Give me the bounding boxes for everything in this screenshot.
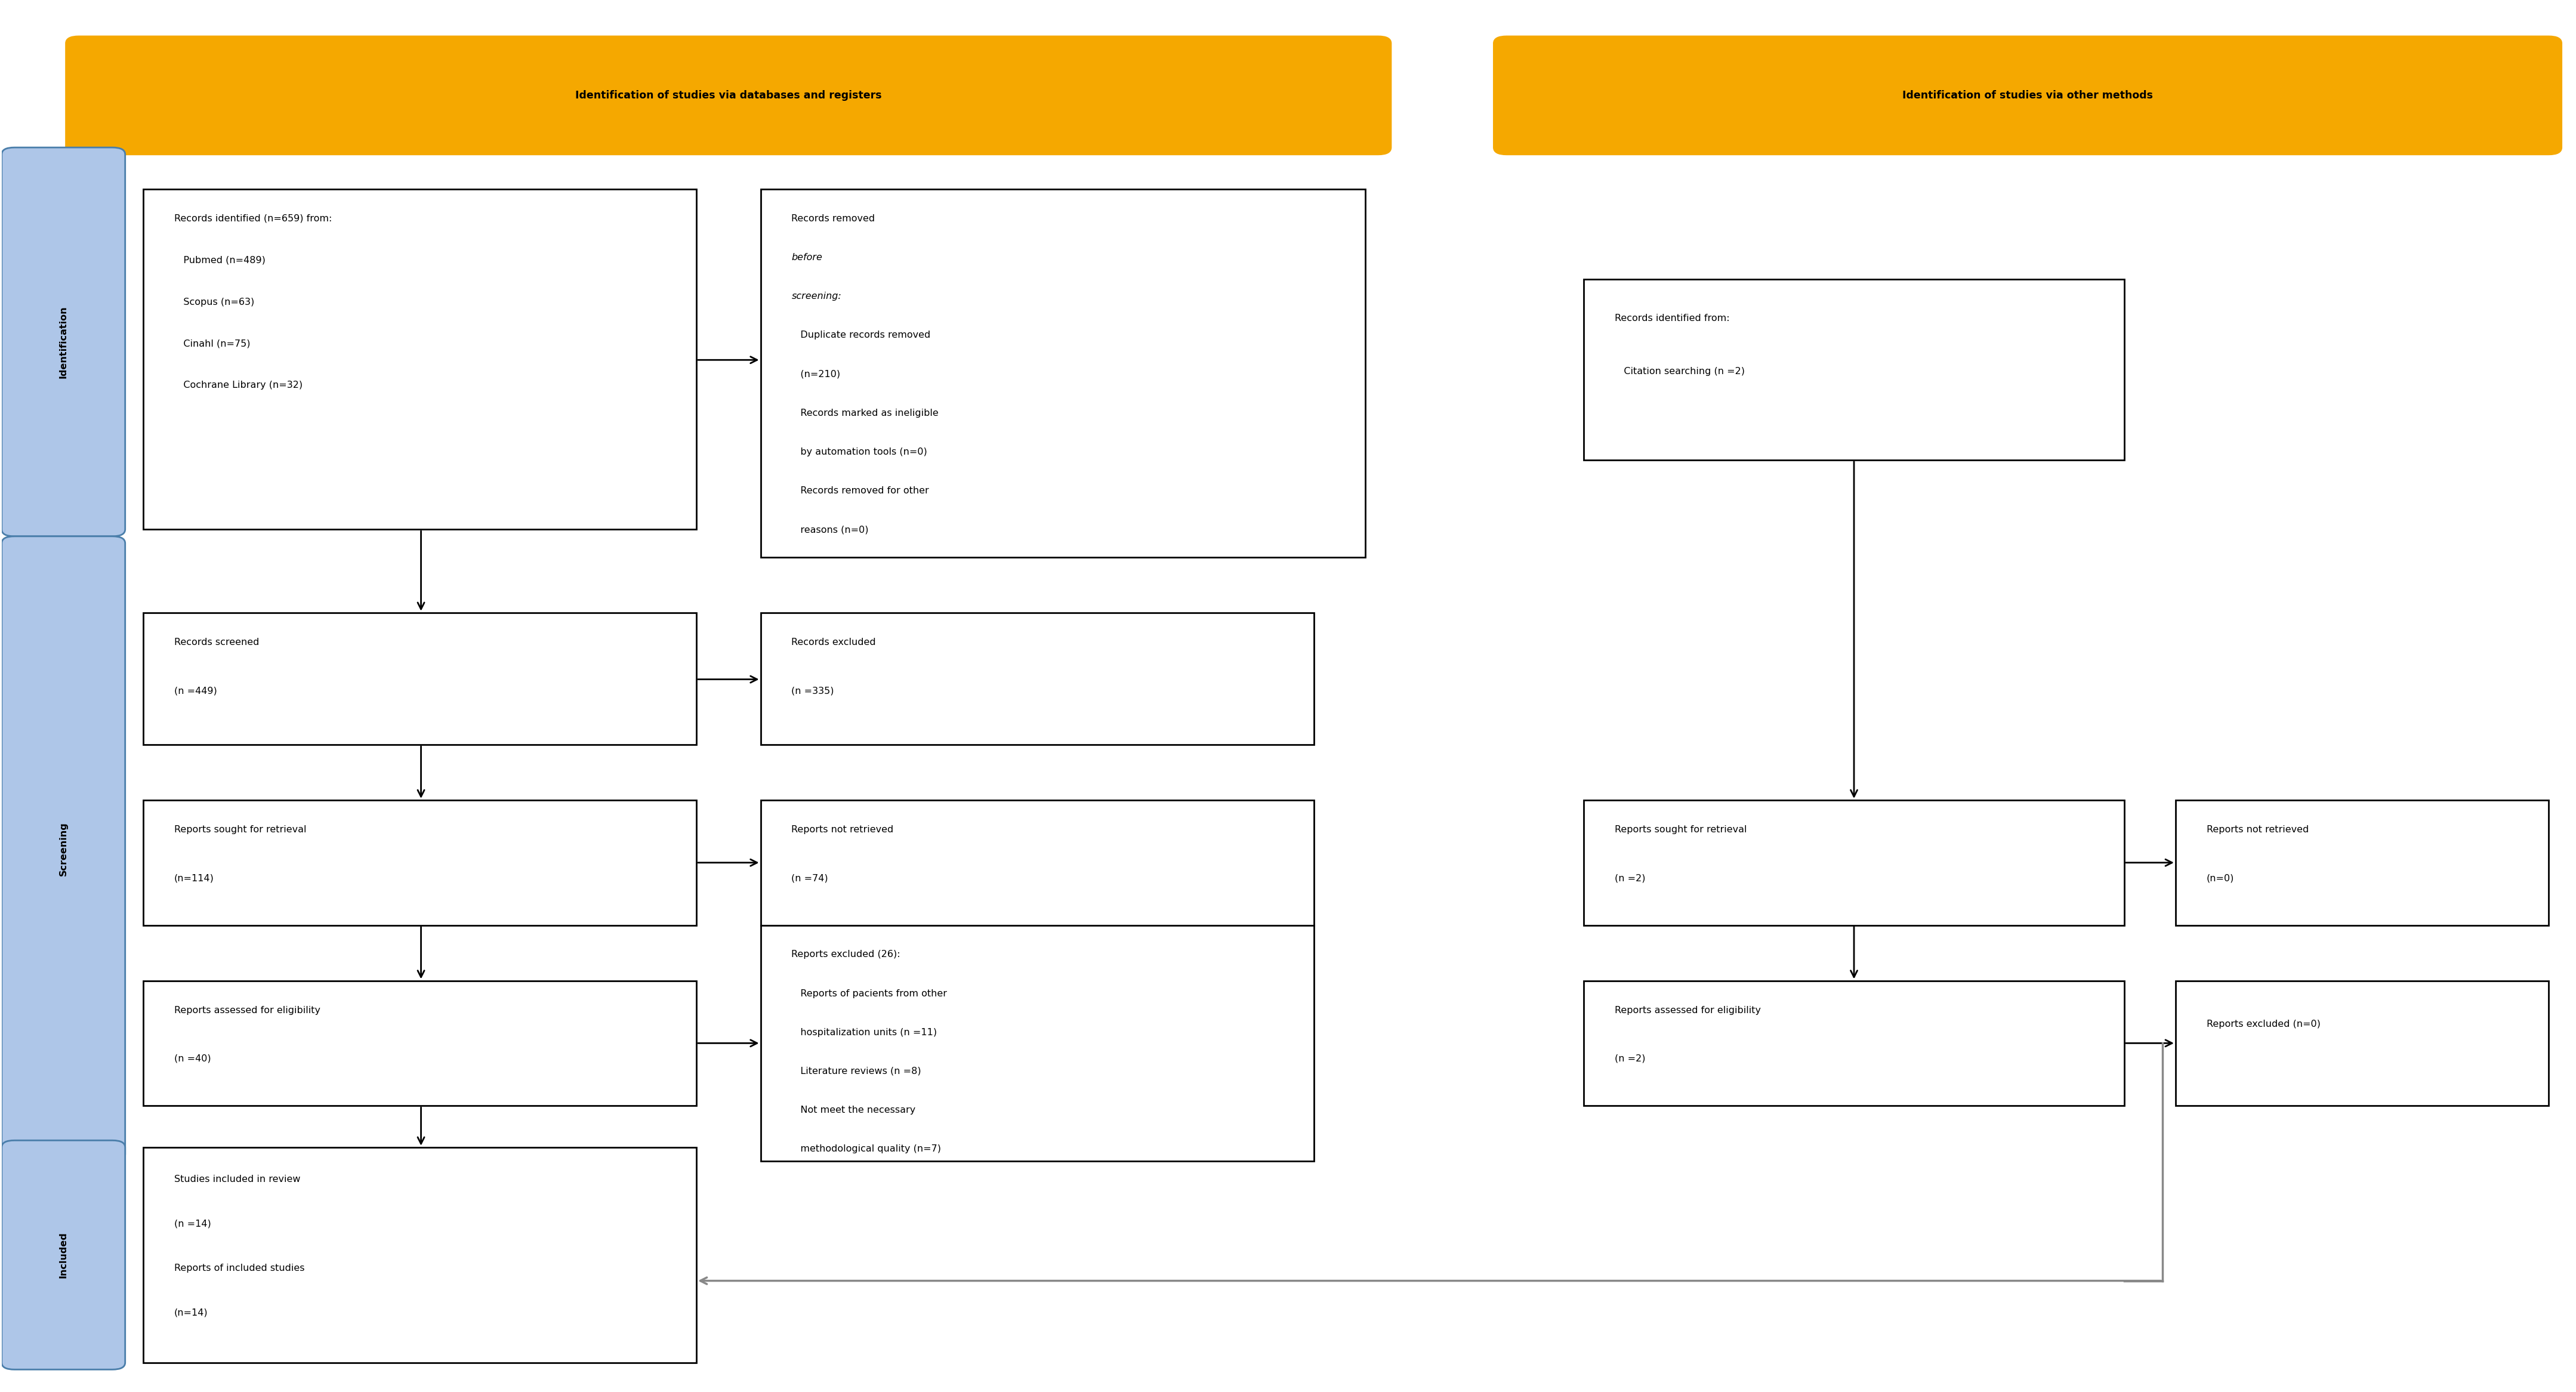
Text: Not meet the necessary: Not meet the necessary <box>791 1105 914 1115</box>
Text: Reports assessed for eligibility: Reports assessed for eligibility <box>1615 1005 1762 1015</box>
Text: (n=14): (n=14) <box>175 1308 209 1317</box>
Text: Included: Included <box>59 1232 67 1278</box>
Text: (n =74): (n =74) <box>791 874 829 883</box>
FancyBboxPatch shape <box>3 1140 126 1370</box>
Text: Identification: Identification <box>59 306 67 379</box>
Text: before: before <box>791 253 822 262</box>
Text: (n =449): (n =449) <box>175 686 216 695</box>
Text: Duplicate records removed: Duplicate records removed <box>791 331 930 340</box>
FancyBboxPatch shape <box>1494 36 2561 155</box>
Text: screening:: screening: <box>791 292 842 301</box>
FancyBboxPatch shape <box>144 189 696 529</box>
FancyBboxPatch shape <box>67 36 1391 155</box>
FancyBboxPatch shape <box>144 1147 696 1363</box>
Text: Cinahl (n=75): Cinahl (n=75) <box>175 340 250 348</box>
Text: Records identified (n=659) from:: Records identified (n=659) from: <box>175 214 332 223</box>
FancyBboxPatch shape <box>760 926 1314 1161</box>
FancyBboxPatch shape <box>2177 800 2548 926</box>
Text: (n =2): (n =2) <box>1615 1054 1646 1063</box>
FancyBboxPatch shape <box>1584 981 2125 1105</box>
Text: Records removed: Records removed <box>791 214 878 223</box>
FancyBboxPatch shape <box>760 189 1365 557</box>
Text: Reports assessed for eligibility: Reports assessed for eligibility <box>175 1005 319 1015</box>
FancyBboxPatch shape <box>2177 981 2548 1105</box>
FancyBboxPatch shape <box>760 612 1314 745</box>
Text: Identification of studies via databases and registers: Identification of studies via databases … <box>574 90 881 100</box>
Text: Reports sought for retrieval: Reports sought for retrieval <box>175 825 307 834</box>
Text: Reports excluded (26):: Reports excluded (26): <box>791 951 902 959</box>
Text: (n =14): (n =14) <box>175 1219 211 1229</box>
Text: Scopus (n=63): Scopus (n=63) <box>175 298 255 306</box>
Text: Screening: Screening <box>59 821 67 876</box>
FancyBboxPatch shape <box>144 612 696 745</box>
FancyBboxPatch shape <box>1584 800 2125 926</box>
Text: (n=210): (n=210) <box>791 370 840 379</box>
Text: Records marked as ineligible: Records marked as ineligible <box>791 408 938 418</box>
Text: methodological quality (n=7): methodological quality (n=7) <box>791 1144 940 1154</box>
Text: Records excluded: Records excluded <box>791 638 876 647</box>
Text: (n =40): (n =40) <box>175 1054 211 1063</box>
Text: reasons (n=0): reasons (n=0) <box>791 525 868 535</box>
Text: hospitalization units (n =11): hospitalization units (n =11) <box>791 1027 938 1037</box>
FancyBboxPatch shape <box>144 800 696 926</box>
FancyBboxPatch shape <box>144 981 696 1105</box>
Text: Reports not retrieved: Reports not retrieved <box>2208 825 2308 834</box>
Text: Cochrane Library (n=32): Cochrane Library (n=32) <box>175 381 301 390</box>
Text: Pubmed (n=489): Pubmed (n=489) <box>175 256 265 264</box>
Text: Reports excluded (n=0): Reports excluded (n=0) <box>2208 1019 2321 1029</box>
FancyBboxPatch shape <box>760 800 1314 926</box>
Text: Reports of pacients from other: Reports of pacients from other <box>791 988 948 998</box>
Text: Studies included in review: Studies included in review <box>175 1175 301 1185</box>
Text: Identification of studies via other methods: Identification of studies via other meth… <box>1901 90 2154 100</box>
Text: Reports not retrieved: Reports not retrieved <box>791 825 894 834</box>
Text: (n=0): (n=0) <box>2208 874 2233 883</box>
Text: Literature reviews (n =8): Literature reviews (n =8) <box>791 1066 922 1076</box>
Text: Records screened: Records screened <box>175 638 260 647</box>
Text: Reports sought for retrieval: Reports sought for retrieval <box>1615 825 1747 834</box>
FancyBboxPatch shape <box>1584 280 2125 459</box>
FancyBboxPatch shape <box>3 148 126 536</box>
FancyBboxPatch shape <box>3 536 126 1161</box>
Text: Records identified from:: Records identified from: <box>1615 315 1728 323</box>
Text: Records removed for other: Records removed for other <box>791 486 930 496</box>
Text: by automation tools (n=0): by automation tools (n=0) <box>791 447 927 457</box>
Text: Citation searching (n =2): Citation searching (n =2) <box>1615 367 1744 376</box>
Text: (n=114): (n=114) <box>175 874 214 883</box>
Text: Reports of included studies: Reports of included studies <box>175 1264 304 1272</box>
Text: (n =335): (n =335) <box>791 686 835 695</box>
Text: (n =2): (n =2) <box>1615 874 1646 883</box>
